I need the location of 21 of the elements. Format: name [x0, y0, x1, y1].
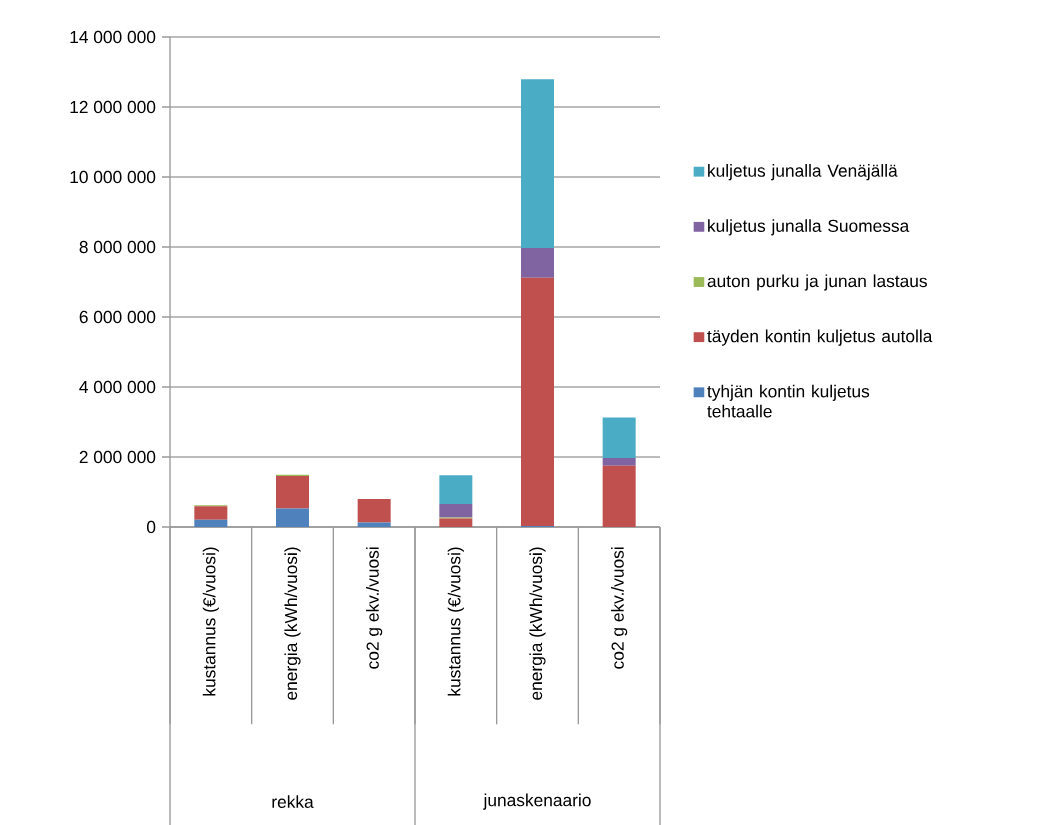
y-tick-label: 0 [146, 520, 156, 534]
text: junaskenaario [483, 793, 591, 810]
y-tick-label: 12 000 000 [70, 100, 156, 114]
x-tick-label: kustannus (€/vuosi) [202, 547, 219, 696]
legend-label: auton purku ja junan lastaus [707, 274, 927, 291]
x-tick-label: energia (kWh/vuosi) [529, 547, 546, 700]
y-tick-label: 10 000 000 [70, 170, 156, 184]
x-tick-label: co2 g ekv./vuosi [366, 547, 383, 669]
y-tick-label: 8 000 000 [79, 240, 156, 254]
y-tick-label: 14 000 000 [70, 30, 156, 44]
y-tick-label: 6 000 000 [79, 310, 156, 324]
x-tick-label: kustannus (€/vuosi) [447, 547, 464, 696]
legend-label: kuljetus junalla Venäjällä [708, 164, 898, 181]
y-tick-label: 4 000 000 [79, 380, 156, 394]
x-tick-label: co2 g ekv./vuosi [611, 547, 628, 669]
legend-label: tyhjän kontin kuljetus tehtaalle [707, 384, 870, 418]
x-tick-label: energia (kWh/vuosi) [284, 547, 301, 700]
legend-label: kuljetus junalla Suomessa [708, 219, 910, 236]
y-tick-label: 2 000 000 [79, 450, 156, 464]
legend-label: täyden kontin kuljetus autolla [707, 329, 933, 346]
text: rekka [272, 795, 314, 809]
